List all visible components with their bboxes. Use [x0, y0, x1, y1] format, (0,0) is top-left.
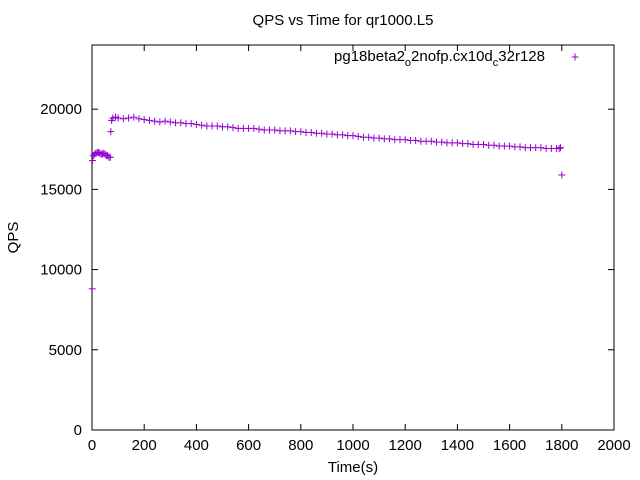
data-point — [556, 144, 564, 152]
data-point — [89, 157, 97, 164]
data-point — [145, 116, 153, 124]
data-point — [151, 117, 159, 125]
data-point — [438, 138, 446, 146]
x-tick-label: 1800 — [545, 437, 578, 454]
x-tick-label: 600 — [236, 437, 261, 454]
data-point — [328, 130, 336, 138]
data-point — [506, 142, 514, 150]
data-point — [140, 116, 148, 124]
x-tick-label: 2000 — [597, 437, 630, 454]
legend-label-part: 2nofp.cx10d — [411, 48, 493, 65]
data-point — [192, 120, 200, 128]
data-point — [119, 115, 127, 123]
legend-label-subscript: c — [493, 57, 499, 69]
data-point — [107, 128, 115, 136]
data-point — [318, 129, 326, 137]
data-point — [166, 118, 174, 126]
data-point — [365, 133, 373, 141]
data-point — [255, 125, 263, 133]
data-point — [464, 140, 472, 148]
data-point — [198, 121, 206, 129]
data-point — [297, 128, 305, 136]
plot-frame — [91, 44, 615, 431]
y-tick-label: 20000 — [40, 101, 82, 118]
data-point — [271, 126, 279, 134]
chart-title: QPS vs Time for qr1000.L5 — [253, 12, 434, 29]
data-point — [427, 137, 435, 145]
x-tick-label: 400 — [184, 437, 209, 454]
data-point — [490, 141, 498, 149]
data-point — [229, 124, 237, 132]
legend-marker-symbol — [571, 53, 579, 61]
data-point — [516, 143, 524, 151]
x-tick-label: 200 — [132, 437, 157, 454]
legend-marker — [571, 53, 579, 61]
data-point — [125, 114, 133, 122]
data-point — [354, 132, 362, 140]
data-point — [286, 127, 294, 135]
legend-label-part: 32r128 — [498, 48, 545, 65]
data-point — [375, 134, 383, 142]
y-tick-label: 15000 — [40, 181, 82, 198]
x-tick-label: 1400 — [441, 437, 474, 454]
data-point — [453, 139, 461, 147]
legend-label-subscript: o — [405, 57, 411, 69]
data-point — [480, 140, 487, 148]
data-point — [130, 113, 138, 121]
legend-entry-label: pg18beta2o2nofp.cx10dc32r128 — [334, 48, 545, 69]
data-point — [187, 120, 195, 128]
data-point — [88, 285, 96, 293]
data-point — [213, 122, 221, 130]
y-tick-label: 0 — [74, 422, 82, 439]
legend: pg18beta2o2nofp.cx10dc32r128 — [334, 48, 579, 69]
x-tick-label: 1200 — [389, 437, 422, 454]
y-tick-label: 5000 — [49, 342, 82, 359]
x-tick-label: 800 — [288, 437, 313, 454]
data-point — [224, 123, 232, 131]
data-point — [250, 124, 258, 132]
data-point — [106, 153, 114, 161]
data-point — [114, 114, 122, 122]
data-point — [349, 132, 357, 140]
data-point — [386, 135, 394, 143]
data-point — [177, 119, 185, 127]
data-point — [307, 128, 315, 136]
data-point — [401, 136, 409, 144]
data-point — [156, 118, 164, 126]
data-point — [555, 144, 563, 152]
x-tick-label: 1000 — [336, 437, 369, 454]
data-point — [161, 117, 169, 125]
legend-label-part: pg18beta2 — [334, 48, 405, 65]
x-axis-label: Time(s) — [328, 459, 378, 476]
x-tick-label: 1600 — [493, 437, 526, 454]
x-tick-label: 0 — [88, 437, 96, 454]
y-tick-label: 10000 — [40, 262, 82, 279]
data-points — [88, 113, 566, 293]
data-point — [135, 115, 143, 123]
tick-labels: 0 200 400 600 800 1000 1200 1400 1600 1800 2000050… — [40, 101, 630, 454]
data-point — [339, 131, 347, 139]
data-point — [537, 144, 545, 152]
data-point — [412, 136, 420, 144]
y-axis-label: QPS — [5, 222, 22, 254]
axis-ticks — [91, 45, 615, 431]
data-point — [558, 171, 566, 179]
